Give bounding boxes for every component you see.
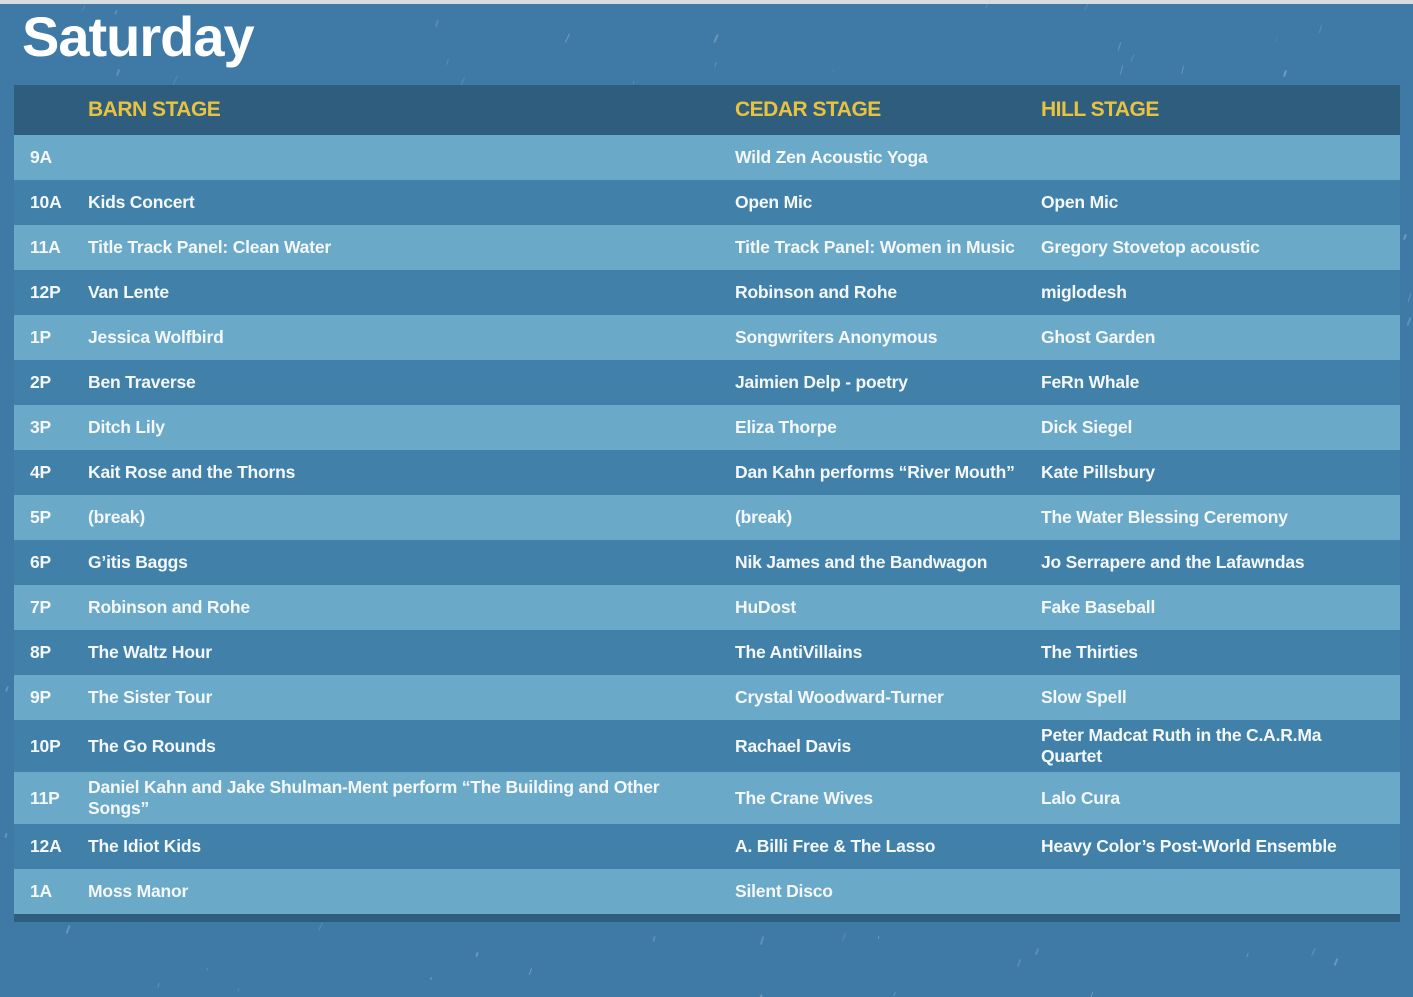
time-cell: 4P	[30, 462, 52, 482]
table-row: 1P Jessica Wolfbird Songwriters Anonymous G…	[14, 315, 1400, 360]
event-cell-barn: Ben Traverse	[88, 372, 196, 392]
time-cell: 11P	[30, 787, 60, 808]
table-footer-strip	[14, 914, 1400, 922]
event-cell-cedar: Eliza Thorpe	[735, 417, 837, 437]
time-cell: 9A	[30, 147, 52, 167]
time-cell: 1P	[30, 327, 52, 347]
page-title: Saturday	[22, 5, 255, 68]
table-row: 10A Kids Concert Open Mic Open Mic	[14, 180, 1400, 225]
header-cedar-stage: CEDAR STAGE	[735, 98, 881, 121]
time-cell: 2P	[30, 372, 52, 392]
event-cell-barn: Kids Concert	[88, 192, 195, 212]
time-cell: 5P	[30, 507, 52, 527]
event-cell-cedar: Crystal Woodward-Turner	[735, 687, 944, 707]
event-cell-cedar: Robinson and Rohe	[735, 282, 897, 302]
event-cell-hill: Lalo Cura	[1041, 787, 1120, 808]
event-cell-hill: Kate Pillsbury	[1041, 462, 1155, 482]
event-cell-cedar: Title Track Panel: Women in Music	[735, 237, 1015, 257]
event-cell-barn: Kait Rose and the Thorns	[88, 462, 296, 482]
event-cell-barn: (break)	[88, 507, 145, 527]
event-cell-cedar: Rachael Davis	[735, 735, 852, 756]
event-cell-cedar: HuDost	[735, 597, 797, 617]
table-row: 8P The Waltz Hour The AntiVillains The Thir…	[14, 630, 1400, 675]
table-header-row: BARN STAGE CEDAR STAGE HILL STAGE	[14, 85, 1400, 135]
time-cell: 12A	[30, 836, 62, 856]
event-cell-barn: Moss Manor	[88, 881, 189, 901]
time-cell: 7P	[30, 597, 52, 617]
table-row: 10P The Go Rounds Rachael Davis Peter Madca…	[14, 720, 1400, 772]
event-cell-barn: The Waltz Hour	[88, 642, 212, 662]
event-cell-cedar: A. Billi Free & The Lasso	[735, 836, 936, 856]
table-row: 2P Ben Traverse Jaimien Delp - poetry FeRn …	[14, 360, 1400, 405]
event-cell-hill: FeRn Whale	[1041, 372, 1140, 392]
table-row: 1A Moss Manor Silent Disco	[14, 869, 1400, 914]
event-cell-hill: The Thirties	[1041, 642, 1138, 662]
event-cell-hill: Fake Baseball	[1041, 597, 1156, 617]
event-cell-cedar: Songwriters Anonymous	[735, 327, 938, 347]
event-cell-hill: Gregory Stovetop acoustic	[1041, 237, 1260, 257]
event-cell-barn: Van Lente	[88, 282, 169, 302]
event-cell-cedar: Dan Kahn performs “River Mouth”	[735, 462, 1015, 482]
event-cell-hill: Dick Siegel	[1041, 417, 1133, 437]
time-cell: 10P	[30, 735, 61, 756]
table-row: 12P Van Lente Robinson and Rohe miglodesh	[14, 270, 1400, 315]
time-cell: 12P	[30, 282, 61, 302]
event-cell-cedar: Open Mic	[735, 192, 813, 212]
table-row: 11A Title Track Panel: Clean Water Title T…	[14, 225, 1400, 270]
event-cell-cedar: (break)	[735, 507, 792, 527]
event-cell-hill: miglodesh	[1041, 282, 1127, 302]
event-cell-cedar: Wild Zen Acoustic Yoga	[735, 147, 928, 167]
event-cell-hill: Peter Madcat Ruth in the C.A.R.Ma Quarte…	[1041, 725, 1322, 766]
event-cell-barn: The Sister Tour	[88, 687, 213, 707]
event-cell-barn: The Idiot Kids	[88, 836, 201, 856]
table-row: 5P (break) (break) The Water Blessing Cerem…	[14, 495, 1400, 540]
table-row: 12A The Idiot Kids A. Billi Free & The Las…	[14, 824, 1400, 869]
time-cell: 3P	[30, 417, 52, 437]
event-cell-cedar: Jaimien Delp - poetry	[735, 372, 908, 392]
event-cell-barn: Ditch Lily	[88, 417, 165, 437]
table-row: 9A Wild Zen Acoustic Yoga	[14, 135, 1400, 180]
schedule-rows: 9A Wild Zen Acoustic Yoga 10A Kids Concert O…	[14, 135, 1400, 914]
event-cell-barn: The Go Rounds	[88, 735, 216, 756]
event-cell-cedar: Nik James and the Bandwagon	[735, 552, 988, 572]
event-cell-hill: Open Mic	[1041, 192, 1119, 212]
schedule-table: BARN STAGE CEDAR STAGE HILL STAGE 9A Wild…	[14, 85, 1400, 922]
header-barn-stage: BARN STAGE	[88, 98, 221, 121]
event-cell-barn: Title Track Panel: Clean Water	[88, 237, 331, 257]
time-cell: 8P	[30, 642, 52, 662]
event-cell-hill: Heavy Color’s Post-World Ensemble	[1041, 836, 1337, 856]
event-cell-cedar: The AntiVillains	[735, 642, 863, 662]
event-cell-cedar: The Crane Wives	[735, 787, 873, 808]
event-cell-barn: Daniel Kahn and Jake Shulman-Ment perfor…	[88, 777, 660, 818]
table-row: 11P Daniel Kahn and Jake Shulman-Ment per…	[14, 772, 1400, 824]
event-cell-barn: G’itis Baggs	[88, 552, 188, 572]
table-row: 7P Robinson and Rohe HuDost Fake Baseball	[14, 585, 1400, 630]
page-top-strip	[0, 0, 1413, 4]
event-cell-barn: Robinson and Rohe	[88, 597, 250, 617]
event-cell-cedar: Silent Disco	[735, 881, 833, 901]
table-row: 9P The Sister Tour Crystal Woodward-Turner…	[14, 675, 1400, 720]
event-cell-hill: Slow Spell	[1041, 687, 1127, 707]
table-row: 3P Ditch Lily Eliza Thorpe Dick Siegel	[14, 405, 1400, 450]
event-cell-hill: Ghost Garden	[1041, 327, 1156, 347]
time-cell: 9P	[30, 687, 52, 707]
header-hill-stage: HILL STAGE	[1041, 98, 1159, 121]
time-cell: 6P	[30, 552, 52, 572]
event-cell-hill: Jo Serrapere and the Lafawndas	[1041, 552, 1305, 572]
event-cell-barn: Jessica Wolfbird	[88, 327, 224, 347]
table-row: 4P Kait Rose and the Thorns Dan Kahn perfo…	[14, 450, 1400, 495]
time-cell: 10A	[30, 192, 62, 212]
event-cell-hill: The Water Blessing Ceremony	[1041, 507, 1288, 527]
time-cell: 11A	[30, 237, 61, 257]
time-cell: 1A	[30, 881, 52, 901]
table-row: 6P G’itis Baggs Nik James and the Bandwago…	[14, 540, 1400, 585]
